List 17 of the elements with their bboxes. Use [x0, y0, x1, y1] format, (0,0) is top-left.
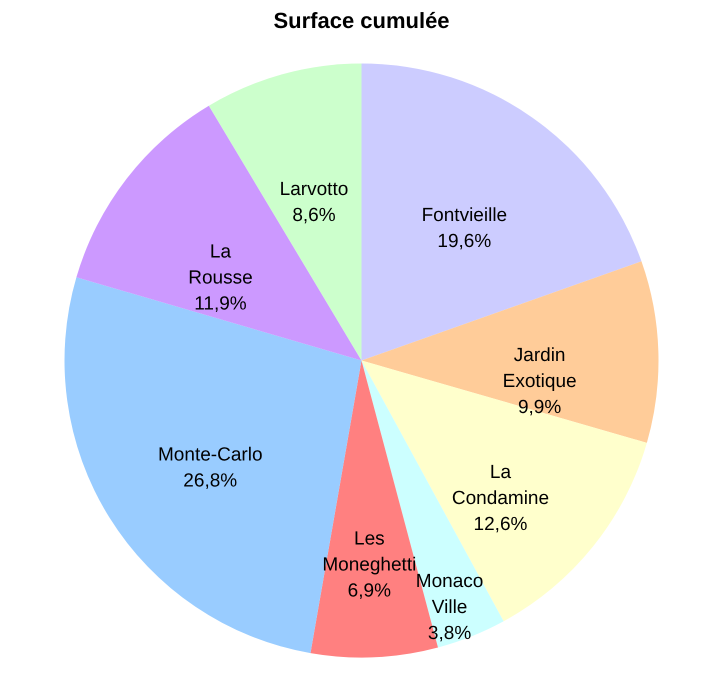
data-label: 12,6% [474, 514, 528, 536]
data-label: 6,9% [348, 580, 392, 602]
slice-label: Monte-Carlo [158, 444, 263, 466]
slice-label: Larvotto [280, 178, 348, 200]
slice-label: Jardin Exotique [502, 345, 577, 392]
slice-label: La Rousse [188, 242, 253, 289]
chart-title: Surface cumulée [273, 8, 450, 33]
slice-label: La Condamine [452, 462, 550, 510]
slice-label: Les Moneghetti [322, 528, 416, 576]
data-label: 19,6% [437, 230, 492, 252]
data-label: 11,9% [194, 294, 247, 315]
slice-label: Fontvieille [422, 204, 508, 226]
data-label: 9,9% [518, 397, 562, 418]
data-label: 3,8% [428, 623, 472, 644]
slice-label: Monaco Ville [416, 571, 484, 618]
data-label: 8,6% [292, 204, 336, 226]
data-label: 26,8% [183, 470, 238, 492]
